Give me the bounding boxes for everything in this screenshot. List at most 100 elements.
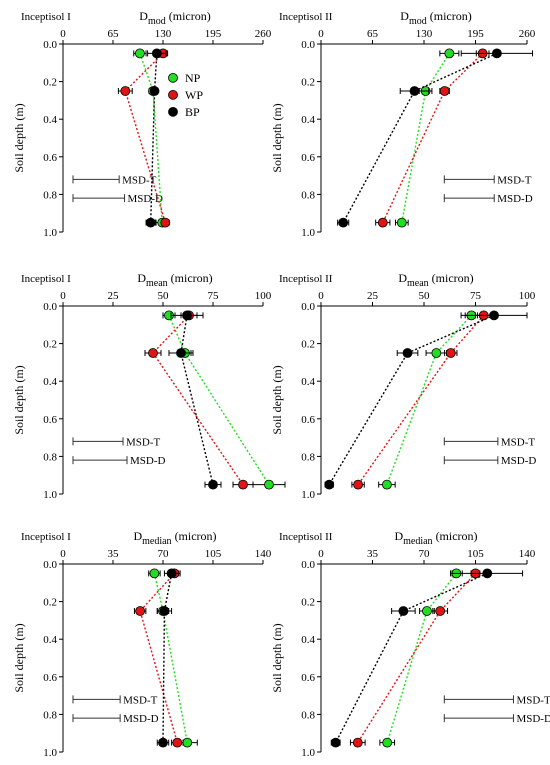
y-tick-label: 0.0 xyxy=(301,39,315,51)
panel-label: Inceptisol I xyxy=(21,11,71,23)
msd-label: MSD-T xyxy=(497,174,532,186)
x-tick-label: 0 xyxy=(60,290,66,302)
msd-label: MSD-D xyxy=(501,455,537,467)
x-tick-label: 260 xyxy=(255,28,272,40)
chart-title: Dmod (micron) xyxy=(139,9,210,27)
y-tick-label: 1.0 xyxy=(301,747,315,759)
x-tick-label: 65 xyxy=(108,28,120,40)
series-line-BP xyxy=(162,573,173,743)
x-tick-label: 0 xyxy=(318,28,324,40)
x-tick-label: 0 xyxy=(318,290,324,302)
data-point-BP xyxy=(409,86,420,96)
x-tick-label: 140 xyxy=(519,548,536,560)
data-point-BP xyxy=(145,217,156,228)
y-tick-label: 0.0 xyxy=(301,301,315,313)
y-tick-label: 0.6 xyxy=(43,152,57,164)
x-tick-label: 65 xyxy=(367,28,379,40)
data-point-BP xyxy=(149,86,160,96)
y-tick-label: 0.8 xyxy=(301,451,315,463)
panel-label: Inceptisol II xyxy=(279,273,333,285)
y-tick-label: 0.6 xyxy=(43,414,57,426)
y-tick-label: 0.4 xyxy=(43,114,57,126)
y-tick-label: 0.6 xyxy=(301,672,315,684)
x-tick-label: 0 xyxy=(60,548,66,560)
data-point-NP xyxy=(382,737,393,748)
data-point-BP xyxy=(166,568,177,579)
x-tick-label: 130 xyxy=(416,28,433,40)
x-tick-label: 105 xyxy=(467,548,484,560)
data-point-BP xyxy=(398,606,409,616)
data-point-BP xyxy=(158,737,168,748)
msd-label: MSD-D xyxy=(123,713,159,725)
y-tick-label: 1.0 xyxy=(43,747,57,759)
chart-title: Dmean (micron) xyxy=(137,271,212,289)
x-tick-label: 75 xyxy=(208,290,220,302)
y-tick-label: 0.6 xyxy=(301,414,315,426)
data-point-NP xyxy=(135,48,145,59)
x-tick-label: 140 xyxy=(255,548,272,560)
panel-label: Inceptisol II xyxy=(279,11,333,23)
x-tick-label: 75 xyxy=(470,290,482,302)
data-point-WP xyxy=(353,479,363,490)
legend-marker xyxy=(168,89,178,100)
data-point-BP xyxy=(402,348,413,358)
y-tick-label: 0.8 xyxy=(301,709,315,721)
chart-panel-1: 0 65 130 195 260 0.0 0.2 0.4 0.6 0.8 1.0 Soil depth… xyxy=(12,9,272,239)
x-tick-label: 195 xyxy=(467,28,484,40)
data-point-WP xyxy=(445,348,456,358)
x-tick-label: 25 xyxy=(367,290,379,302)
y-tick-label: 0.8 xyxy=(43,451,57,463)
y-axis-label: Soil depth (m) xyxy=(12,103,26,172)
data-point-BP xyxy=(338,217,349,228)
chart-title: Dmedian (micron) xyxy=(394,529,477,547)
x-tick-label: 100 xyxy=(519,290,536,302)
series-line-WP xyxy=(152,314,244,485)
y-tick-label: 0.8 xyxy=(43,709,57,721)
data-point-NP xyxy=(382,479,392,490)
chart-panel-4: 0 25 50 75 100 0.0 0.2 0.4 0.6 0.8 1.0 Soil depth (… xyxy=(270,271,536,501)
data-point-BP xyxy=(182,310,192,321)
panel-label: Inceptisol I xyxy=(21,273,71,285)
data-point-BP xyxy=(482,568,493,579)
y-tick-label: 0.0 xyxy=(43,301,57,313)
series-line-WP xyxy=(357,314,485,486)
msd-label: MSD-T xyxy=(501,436,536,448)
y-tick-label: 0.2 xyxy=(43,339,57,351)
chart-panel-6: 0 35 70 105 140 0.0 0.2 0.4 0.6 0.8 1.0 Soil depth … xyxy=(270,529,550,759)
y-tick-label: 0.2 xyxy=(43,597,57,609)
x-tick-label: 35 xyxy=(108,548,120,560)
y-tick-label: 0.4 xyxy=(301,114,315,126)
x-tick-label: 260 xyxy=(519,28,536,40)
y-tick-label: 0.6 xyxy=(301,152,315,164)
series-line-WP xyxy=(382,52,484,223)
y-tick-label: 0.4 xyxy=(301,634,315,646)
data-point-BP xyxy=(330,737,341,748)
y-axis-label: Soil depth (m) xyxy=(12,623,26,692)
msd-label: MSD-T xyxy=(122,174,157,186)
data-point-BP xyxy=(491,48,502,59)
chart-title: Dmod (micron) xyxy=(400,9,471,27)
data-point-BP xyxy=(151,48,162,59)
msd-label: MSD-T xyxy=(123,694,158,706)
y-tick-label: 0.0 xyxy=(43,39,57,51)
data-point-WP xyxy=(172,737,183,748)
legend-label: BP xyxy=(185,105,200,119)
x-tick-label: 0 xyxy=(318,548,324,560)
x-tick-label: 105 xyxy=(205,548,222,560)
x-tick-label: 50 xyxy=(419,290,431,302)
y-axis-label: Soil depth (m) xyxy=(12,365,26,434)
chart-panel-3: 0 25 50 75 100 0.0 0.2 0.4 0.6 0.8 1.0 Soil depth (… xyxy=(12,271,286,501)
y-axis-label: Soil depth (m) xyxy=(270,623,284,692)
series-line-BP xyxy=(180,315,214,485)
series-line-WP xyxy=(139,572,178,743)
x-tick-label: 35 xyxy=(367,548,379,560)
y-tick-label: 0.2 xyxy=(301,597,315,609)
msd-label: MSD-D xyxy=(130,455,166,467)
chart-panel-2: 0 65 130 195 260 0.0 0.2 0.4 0.6 0.8 1.0 Soil depth… xyxy=(270,9,536,239)
y-tick-label: 0.0 xyxy=(43,559,57,571)
data-point-NP xyxy=(149,568,160,579)
x-tick-label: 130 xyxy=(155,28,172,40)
y-tick-label: 0.8 xyxy=(301,189,315,201)
msd-label: MSD-D xyxy=(516,713,550,725)
